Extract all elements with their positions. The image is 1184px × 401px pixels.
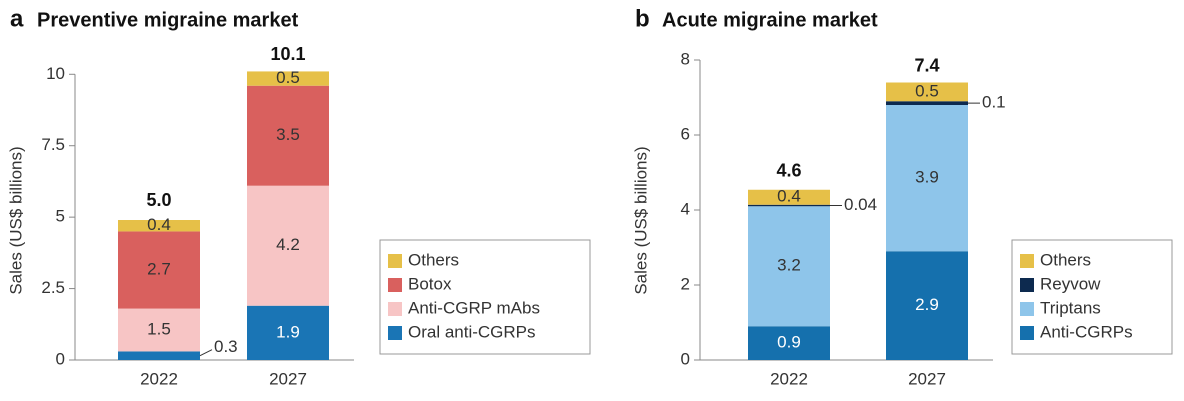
bar-segment xyxy=(886,101,968,105)
value-label: 3.9 xyxy=(915,168,939,187)
y-tick-label: 0 xyxy=(56,349,65,368)
value-label: 4.2 xyxy=(276,235,300,254)
legend-swatch xyxy=(1020,254,1034,268)
legend-label: Others xyxy=(408,250,459,269)
bar-segment xyxy=(247,71,329,86)
y-tick-label: 5 xyxy=(56,207,65,226)
y-axis-label: Sales (US$ billions) xyxy=(6,146,25,294)
bar-segment xyxy=(118,308,200,352)
y-tick-label: 10 xyxy=(46,64,65,83)
legend-swatch xyxy=(388,326,402,340)
y-tick-label: 2.5 xyxy=(41,278,65,297)
value-label: 0.5 xyxy=(915,81,939,100)
bar-segment xyxy=(247,185,329,306)
value-label: 0.5 xyxy=(276,68,300,87)
value-label: 0.1 xyxy=(982,93,1006,112)
value-label: 0.04 xyxy=(844,195,877,214)
value-label: 3.5 xyxy=(276,125,300,144)
leader-line xyxy=(199,349,213,357)
bar-segment xyxy=(118,220,200,232)
legend-swatch xyxy=(1020,326,1034,340)
total-label: 10.1 xyxy=(270,44,305,64)
bar-segment xyxy=(118,231,200,309)
legend-label: Oral anti-CGRPs xyxy=(408,322,536,341)
x-tick-label: 2022 xyxy=(770,369,808,388)
value-label: 3.2 xyxy=(777,256,801,275)
total-label: 4.6 xyxy=(776,160,801,180)
y-tick-label: 8 xyxy=(681,49,690,68)
y-axis-label: Sales (US$ billions) xyxy=(631,146,650,294)
legend-label: Reyvow xyxy=(1040,274,1101,293)
y-tick-label: 4 xyxy=(681,199,690,218)
legend-swatch xyxy=(1020,302,1034,316)
y-tick-label: 2 xyxy=(681,274,690,293)
legend-swatch xyxy=(1020,278,1034,292)
value-label: 0.4 xyxy=(147,215,171,234)
value-label: 0.4 xyxy=(777,187,801,206)
total-label: 7.4 xyxy=(914,55,939,75)
bar-segment xyxy=(886,105,968,252)
bar-segment xyxy=(748,326,830,360)
bar-segment xyxy=(247,85,329,186)
value-label: 1.5 xyxy=(147,319,171,338)
legend-box xyxy=(379,239,591,355)
bar-segment xyxy=(748,204,830,207)
value-label: 0.9 xyxy=(777,333,801,352)
bar-segment xyxy=(748,206,830,327)
chart-title: Preventive migraine market xyxy=(37,9,299,31)
x-tick-label: 2027 xyxy=(269,369,307,388)
legend-box xyxy=(1011,239,1173,355)
y-tick-label: 6 xyxy=(681,124,690,143)
y-tick-label: 0 xyxy=(681,349,690,368)
legend-label: Anti-CGRP mAbs xyxy=(408,298,540,317)
legend-label: Triptans xyxy=(1040,298,1101,317)
total-label: 5.0 xyxy=(146,190,171,210)
y-tick-label: 7.5 xyxy=(41,135,65,154)
legend-swatch xyxy=(388,278,402,292)
value-label: 1.9 xyxy=(276,322,300,341)
value-label: 2.9 xyxy=(915,295,939,314)
panel-label: b xyxy=(635,5,650,32)
bar-segment xyxy=(247,305,329,360)
chart-title: Acute migraine market xyxy=(662,9,878,31)
legend-label: Others xyxy=(1040,250,1091,269)
bar-segment xyxy=(886,82,968,102)
bar-segment xyxy=(118,351,200,360)
value-label: 2.7 xyxy=(147,259,171,278)
legend-swatch xyxy=(388,254,402,268)
x-tick-label: 2022 xyxy=(140,369,178,388)
panel-label: a xyxy=(10,5,24,32)
legend-label: Botox xyxy=(408,274,452,293)
value-label: 0.3 xyxy=(214,337,238,356)
bar-segment xyxy=(748,189,830,205)
x-tick-label: 2027 xyxy=(908,369,946,388)
legend-label: Anti-CGRPs xyxy=(1040,322,1133,341)
bar-segment xyxy=(886,251,968,360)
legend-swatch xyxy=(388,302,402,316)
